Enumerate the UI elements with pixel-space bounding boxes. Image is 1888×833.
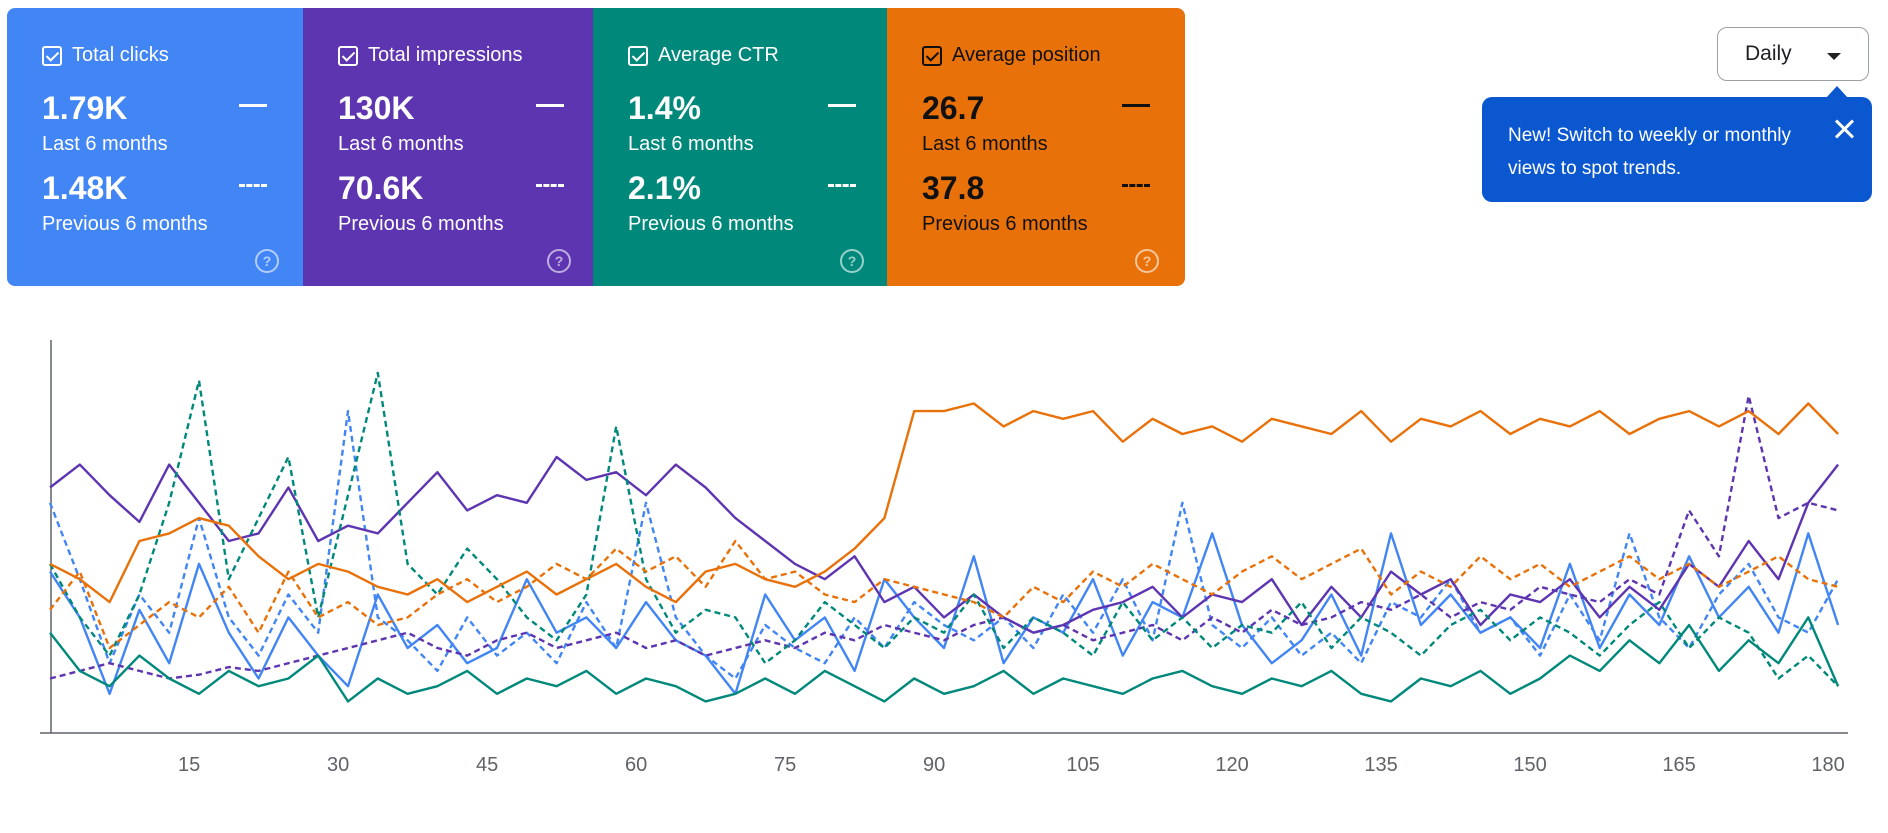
previous-period-label: Previous 6 months xyxy=(42,213,208,235)
feature-tooltip: New! Switch to weekly or monthly views t… xyxy=(1482,86,1872,202)
dashed-line-legend-icon xyxy=(239,184,267,187)
metric-checkbox[interactable] xyxy=(922,45,942,66)
series-total-clicks-previous-6-months[interactable] xyxy=(48,409,1840,680)
x-tick-label: 135 xyxy=(1364,754,1397,776)
help-circle-icon[interactable]: ? xyxy=(255,249,279,273)
x-tick-label: 180 xyxy=(1811,754,1844,776)
dashed-line-legend-icon xyxy=(828,184,856,187)
previous-period-label: Previous 6 months xyxy=(628,213,794,235)
x-tick-label: 75 xyxy=(774,754,796,776)
help-circle-icon[interactable]: ? xyxy=(547,249,571,273)
metric-header: Total impressions xyxy=(338,44,523,67)
period-select-value: Daily xyxy=(1745,42,1792,65)
close-icon[interactable] xyxy=(1832,117,1856,141)
metric-checkbox[interactable] xyxy=(338,45,358,66)
previous-period-label: Previous 6 months xyxy=(338,213,504,235)
current-period-label: Last 6 months xyxy=(628,133,754,155)
dashed-line-legend-icon xyxy=(536,184,564,187)
series-total-impressions-previous-6-months[interactable] xyxy=(49,394,1839,680)
x-tick-label: 105 xyxy=(1066,754,1099,776)
metric-label: Total impressions xyxy=(368,44,523,66)
metric-label: Average position xyxy=(952,44,1101,66)
current-value: 26.7 xyxy=(922,90,985,126)
performance-chart: 15 30 45 60 75 90 105 120 135 150 165 180 xyxy=(40,340,1848,776)
metric-header: Total clicks xyxy=(42,44,169,67)
metric-cards: Total clicks 1.79K Last 6 months 1.48K Previ… xyxy=(7,8,1185,286)
x-tick-label: 30 xyxy=(327,754,349,776)
period-select[interactable]: Daily xyxy=(1717,27,1869,81)
metric-label: Average CTR xyxy=(658,44,779,66)
metric-checkbox[interactable] xyxy=(628,45,648,66)
current-value: 1.4% xyxy=(628,90,701,126)
x-tick-label: 165 xyxy=(1662,754,1695,776)
tooltip-text: New! Switch to weekly or monthly views t… xyxy=(1508,125,1791,179)
solid-line-legend-icon xyxy=(1122,104,1150,107)
series-total-clicks-last-6-months[interactable] xyxy=(48,532,1840,695)
x-tick-label: 150 xyxy=(1513,754,1546,776)
solid-line-legend-icon xyxy=(828,104,856,107)
previous-value: 70.6K xyxy=(338,170,424,206)
dashed-line-legend-icon xyxy=(1122,184,1150,187)
metric-label: Total clicks xyxy=(72,44,169,66)
previous-value: 2.1% xyxy=(628,170,701,206)
metric-header: Average position xyxy=(922,44,1101,67)
series-average-ctr-previous-6-months[interactable] xyxy=(48,371,1839,688)
metric-checkbox[interactable] xyxy=(42,45,62,66)
help-circle-icon[interactable]: ? xyxy=(840,249,864,273)
solid-line-legend-icon xyxy=(536,104,564,107)
help-circle-icon[interactable]: ? xyxy=(1135,249,1159,273)
current-value: 1.79K xyxy=(42,90,128,126)
metric-card-total-impressions[interactable]: Total impressions 130K Last 6 months 70.6K P… xyxy=(303,8,593,286)
current-value: 130K xyxy=(338,90,415,126)
metric-card-average-ctr[interactable]: Average CTR 1.4% Last 6 months 2.1% Previous… xyxy=(593,8,887,286)
solid-line-legend-icon xyxy=(239,104,267,107)
metric-card-average-position[interactable]: Average position 26.7 Last 6 months 37.8 Pre… xyxy=(887,8,1185,286)
metric-header: Average CTR xyxy=(628,44,779,67)
current-period-label: Last 6 months xyxy=(338,133,464,155)
current-period-label: Last 6 months xyxy=(42,133,168,155)
x-tick-label: 45 xyxy=(476,754,498,776)
x-tick-label: 90 xyxy=(923,754,945,776)
x-tick-label: 120 xyxy=(1215,754,1248,776)
caret-down-icon xyxy=(1827,53,1841,60)
previous-period-label: Previous 6 months xyxy=(922,213,1088,235)
series-total-impressions-last-6-months[interactable] xyxy=(49,455,1840,634)
x-tick-label: 15 xyxy=(178,754,200,776)
series-average-ctr-last-6-months[interactable] xyxy=(49,616,1840,703)
previous-value: 1.48K xyxy=(42,170,128,206)
x-tick-label: 60 xyxy=(625,754,647,776)
metric-card-total-clicks[interactable]: Total clicks 1.79K Last 6 months 1.48K Previ… xyxy=(7,8,303,286)
series-average-position-previous-6-months[interactable] xyxy=(49,539,1839,650)
current-period-label: Last 6 months xyxy=(922,133,1048,155)
previous-value: 37.8 xyxy=(922,170,985,206)
series-average-position-last-6-months[interactable] xyxy=(49,402,1839,604)
